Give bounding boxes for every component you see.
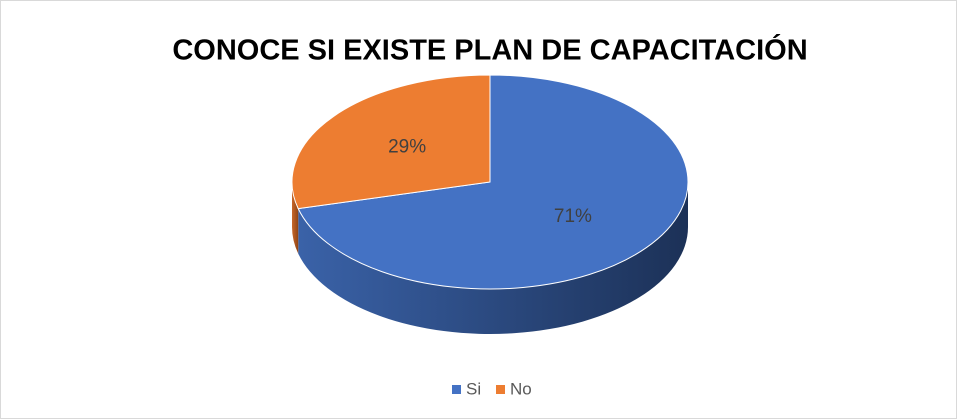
pie-slice-side (292, 182, 299, 254)
legend-swatch (496, 385, 505, 394)
legend-label: No (510, 379, 532, 398)
data-label: 71% (554, 206, 592, 227)
pie-slice-side (298, 182, 688, 335)
chart-title: CONOCE SI EXISTE PLAN DE CAPACITACIÓN (172, 33, 807, 67)
legend-label: Si (466, 379, 481, 398)
pie-slice (297, 74, 689, 290)
pie-slice (291, 74, 491, 210)
data-label: 29% (388, 136, 426, 157)
legend-swatch (452, 385, 461, 394)
